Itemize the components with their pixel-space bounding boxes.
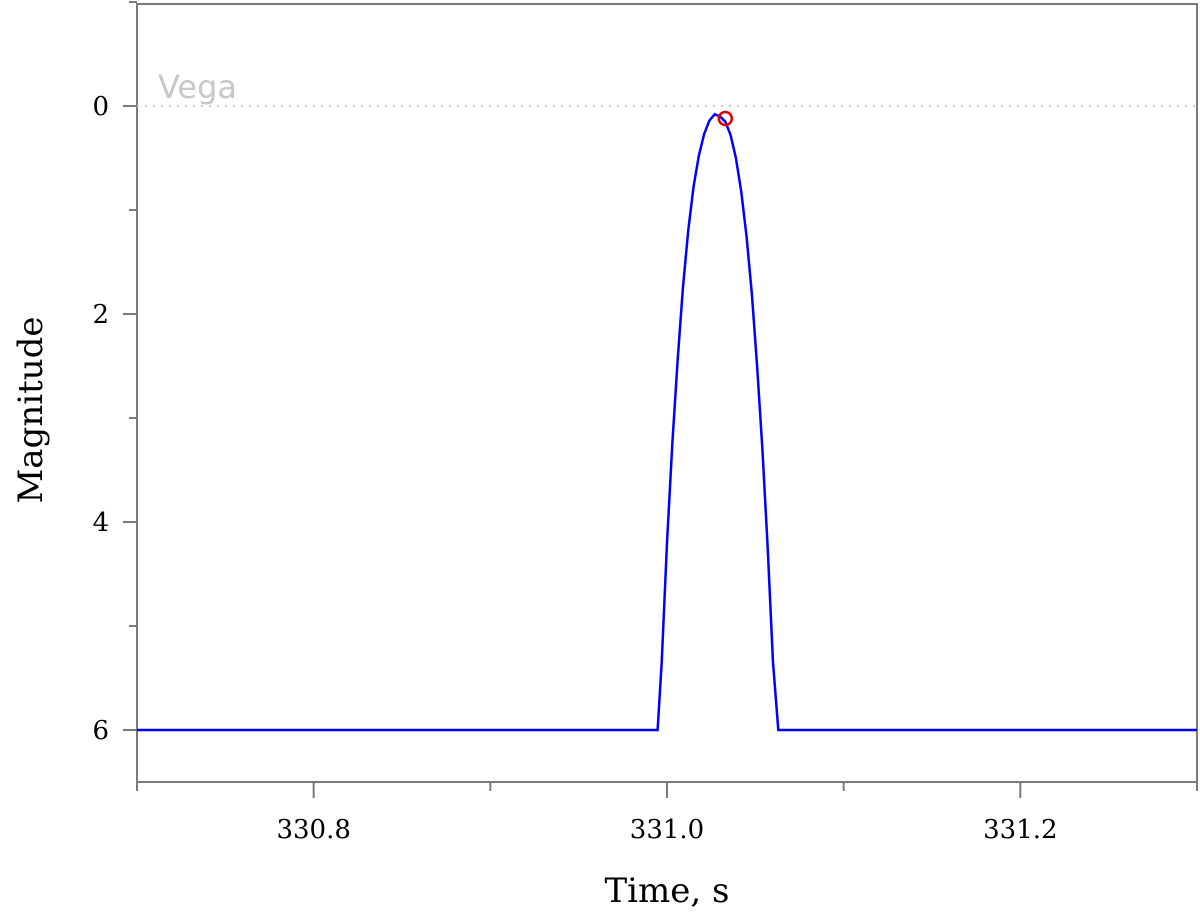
x-tick-label: 330.8 (276, 815, 350, 845)
y-tick-label: 6 (92, 716, 109, 746)
peak-marker (717, 110, 734, 127)
y-tick-label: 4 (92, 508, 109, 538)
x-tick-label: 331.0 (630, 815, 704, 845)
x-tick-label: 331.2 (983, 815, 1057, 845)
y-tick-label: 2 (92, 300, 109, 330)
y-tick-label: 0 (92, 92, 109, 122)
plot-frame (136, 3, 1198, 783)
magnitude-series-line (137, 112, 1197, 732)
x-axis-title: Time, s (605, 871, 730, 911)
vega-reference-label: Vega (158, 68, 237, 106)
y-axis-title: Magnitude (11, 316, 51, 503)
